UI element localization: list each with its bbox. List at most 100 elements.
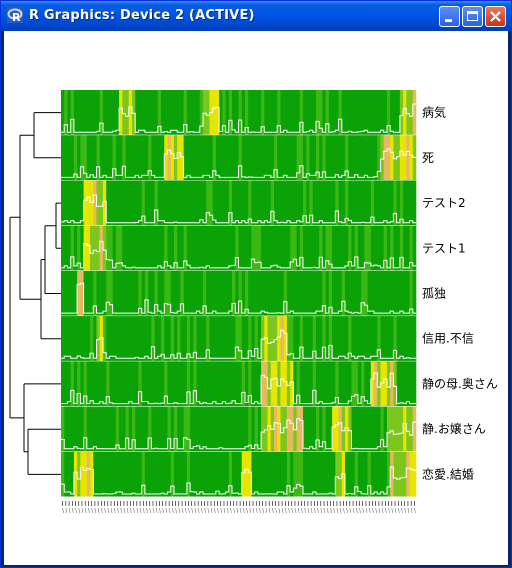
heatmap-cell bbox=[312, 270, 317, 317]
heatmap-cell bbox=[328, 451, 333, 497]
heatmap-cell bbox=[306, 135, 310, 181]
heatmap-cell bbox=[96, 90, 101, 136]
heatmap-cell bbox=[164, 90, 168, 136]
heatmap-cell bbox=[161, 135, 165, 181]
maximize-button[interactable] bbox=[462, 6, 483, 27]
heatmap-cell bbox=[222, 180, 226, 226]
heatmap-cell bbox=[264, 361, 268, 407]
heatmap-cell bbox=[151, 180, 155, 226]
heatmap-cell bbox=[319, 90, 323, 136]
heatmap-cell bbox=[293, 90, 297, 136]
heatmap-cell bbox=[132, 180, 136, 226]
heatmap-cell bbox=[173, 451, 178, 497]
heatmap-cell bbox=[264, 135, 268, 181]
heatmap-cell bbox=[315, 361, 320, 407]
heatmap-cell bbox=[206, 451, 210, 497]
heatmap-cell bbox=[367, 135, 372, 181]
heatmap-cell bbox=[61, 406, 65, 452]
heatmap-cell bbox=[341, 451, 346, 497]
heatmap-cell bbox=[186, 270, 191, 317]
x-tick-label bbox=[110, 507, 113, 514]
heatmap-cell bbox=[274, 135, 278, 181]
heatmap-cell bbox=[274, 361, 278, 407]
heatmap-cell bbox=[225, 135, 230, 181]
heatmap-cell bbox=[351, 361, 355, 407]
x-tick-label bbox=[204, 507, 206, 514]
heatmap-cell bbox=[406, 135, 410, 181]
x-tick-label bbox=[91, 507, 93, 514]
x-tick-label bbox=[155, 507, 158, 514]
heatmap-cell bbox=[345, 225, 349, 271]
heatmap-cell bbox=[303, 180, 307, 226]
heatmap-cell bbox=[348, 270, 352, 317]
heatmap-cell bbox=[228, 316, 233, 362]
heatmap-cell bbox=[141, 316, 146, 362]
heatmap-cell bbox=[264, 225, 268, 271]
heatmap-cell bbox=[319, 406, 323, 452]
heatmap-cell bbox=[238, 406, 243, 452]
heatmap-cell bbox=[374, 316, 378, 362]
heatmap-cell bbox=[244, 316, 249, 362]
heatmap-cell bbox=[225, 225, 230, 271]
heatmap-cell bbox=[283, 406, 288, 452]
heatmap-cell bbox=[232, 451, 236, 497]
heatmap-cell bbox=[173, 270, 178, 317]
heatmap-cell bbox=[225, 451, 230, 497]
heatmap-cell bbox=[403, 316, 407, 362]
heatmap-cell bbox=[374, 225, 378, 271]
heatmap-cell bbox=[406, 316, 410, 362]
close-button[interactable] bbox=[485, 6, 506, 27]
heatmap-cell bbox=[90, 135, 94, 181]
heatmap-cell bbox=[303, 406, 307, 452]
heatmap-cell bbox=[403, 90, 407, 136]
heatmap-cell bbox=[351, 270, 355, 317]
heatmap-cell bbox=[399, 225, 404, 271]
heatmap-cell bbox=[222, 270, 226, 317]
heatmap-cell bbox=[112, 270, 117, 317]
heatmap-cell bbox=[264, 270, 268, 317]
heatmap-cell bbox=[393, 225, 397, 271]
x-tick-label bbox=[239, 507, 242, 514]
heatmap-cell bbox=[173, 406, 178, 452]
heatmap-cell bbox=[128, 225, 133, 271]
heatmap-cell bbox=[167, 135, 172, 181]
heatmap-cell bbox=[332, 270, 336, 317]
heatmap-cell bbox=[144, 135, 149, 181]
heatmap-cell bbox=[183, 361, 188, 407]
heatmap-cell bbox=[73, 90, 78, 136]
heatmap-cell bbox=[403, 270, 407, 317]
heatmap-cell bbox=[332, 361, 336, 407]
heatmap-cell bbox=[93, 135, 97, 181]
heatmap-cell bbox=[109, 316, 113, 362]
heatmap-cell bbox=[393, 316, 397, 362]
heatmap-cell bbox=[351, 225, 355, 271]
heatmap-cell bbox=[112, 90, 117, 136]
title-bar[interactable]: R R Graphics: Device 2 (ACTIVE) bbox=[1, 1, 511, 31]
x-tick-label bbox=[117, 507, 119, 514]
heatmap-cell bbox=[67, 225, 71, 271]
heatmap-cell bbox=[222, 361, 226, 407]
x-tick-label bbox=[123, 507, 126, 514]
heatmap-cell bbox=[170, 451, 175, 497]
plot-area: 病気死テスト2 テスト1 孤独 信用.不信 静の母.奥さん 静.お嬢さん 恋愛.結婚 bbox=[4, 31, 508, 565]
x-tick-label bbox=[414, 507, 416, 514]
heatmap-cell bbox=[383, 135, 388, 181]
heatmap-cell bbox=[177, 361, 181, 407]
heatmap-cell bbox=[157, 135, 162, 181]
minimize-button[interactable] bbox=[439, 6, 460, 27]
heatmap-cell bbox=[161, 270, 165, 317]
heatmap-cell bbox=[261, 406, 265, 452]
heatmap-cell bbox=[206, 180, 210, 226]
x-tick-label bbox=[381, 507, 384, 514]
heatmap-cell bbox=[386, 90, 391, 136]
heatmap-cell bbox=[296, 180, 301, 226]
heatmap-cell bbox=[154, 135, 159, 181]
heatmap-cell bbox=[370, 90, 375, 136]
heatmap-cell bbox=[377, 451, 381, 497]
x-tick-label bbox=[278, 507, 281, 514]
heatmap-cell bbox=[248, 406, 252, 452]
heatmap-cell bbox=[228, 270, 233, 317]
heatmap-cell bbox=[119, 270, 123, 317]
heatmap-cell bbox=[102, 361, 107, 407]
